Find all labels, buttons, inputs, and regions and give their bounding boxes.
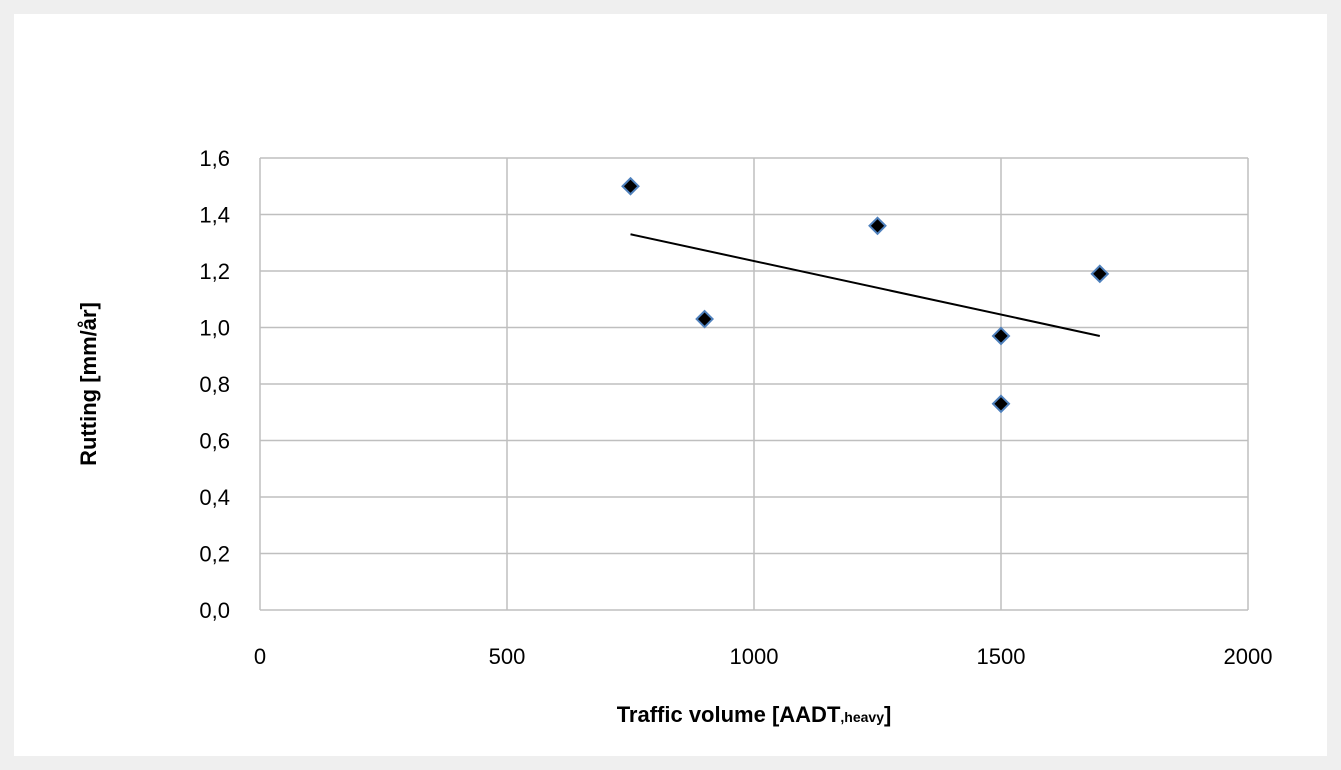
y-tick-label: 0,6 [199,429,230,454]
data-point [868,216,887,236]
x-axis-title: Traffic volume [AADT,heavy] [617,702,892,727]
y-tick-label: 0,2 [199,542,230,567]
x-axis-ticks: 0 500 1000 1500 2000 [254,644,1273,669]
y-tick-label: 0,4 [199,485,230,510]
trendline [630,233,1101,337]
chart-area: 0,0 0,2 0,4 0,6 0,8 1,0 1,2 1,4 1,6 0 500 1000 1500… [14,14,1327,756]
trendline-group [630,233,1101,337]
x-tick-label: 2000 [1224,644,1273,669]
x-tick-label: 500 [489,644,526,669]
x-tick-label: 1000 [730,644,779,669]
data-point [621,176,640,196]
y-axis-title: Rutting [mm/år] [76,302,101,466]
y-tick-label: 1,6 [199,146,230,171]
data-point [991,394,1011,414]
x-tick-label: 1500 [977,644,1026,669]
y-tick-label: 1,0 [199,316,230,341]
x-tick-label: 0 [254,644,266,669]
data-points [621,176,1110,414]
x-axis-title-subscript: ,heavy [840,709,884,725]
y-tick-label: 0,0 [199,598,230,623]
scatter-chart: 0,0 0,2 0,4 0,6 0,8 1,0 1,2 1,4 1,6 0 500 1000 1500… [76,146,1273,727]
y-axis-ticks: 0,0 0,2 0,4 0,6 0,8 1,0 1,2 1,4 1,6 [199,146,230,623]
grid [260,157,1249,610]
plot-border [259,158,1248,611]
data-point [991,326,1011,346]
x-axis-title-suffix: ] [884,702,891,727]
y-tick-label: 1,4 [199,203,230,228]
y-tick-label: 0,8 [199,372,230,397]
data-point [695,309,715,329]
y-tick-label: 1,2 [199,259,230,284]
data-point [1090,264,1110,284]
x-axis-title-main: Traffic volume [AADT [617,702,841,727]
